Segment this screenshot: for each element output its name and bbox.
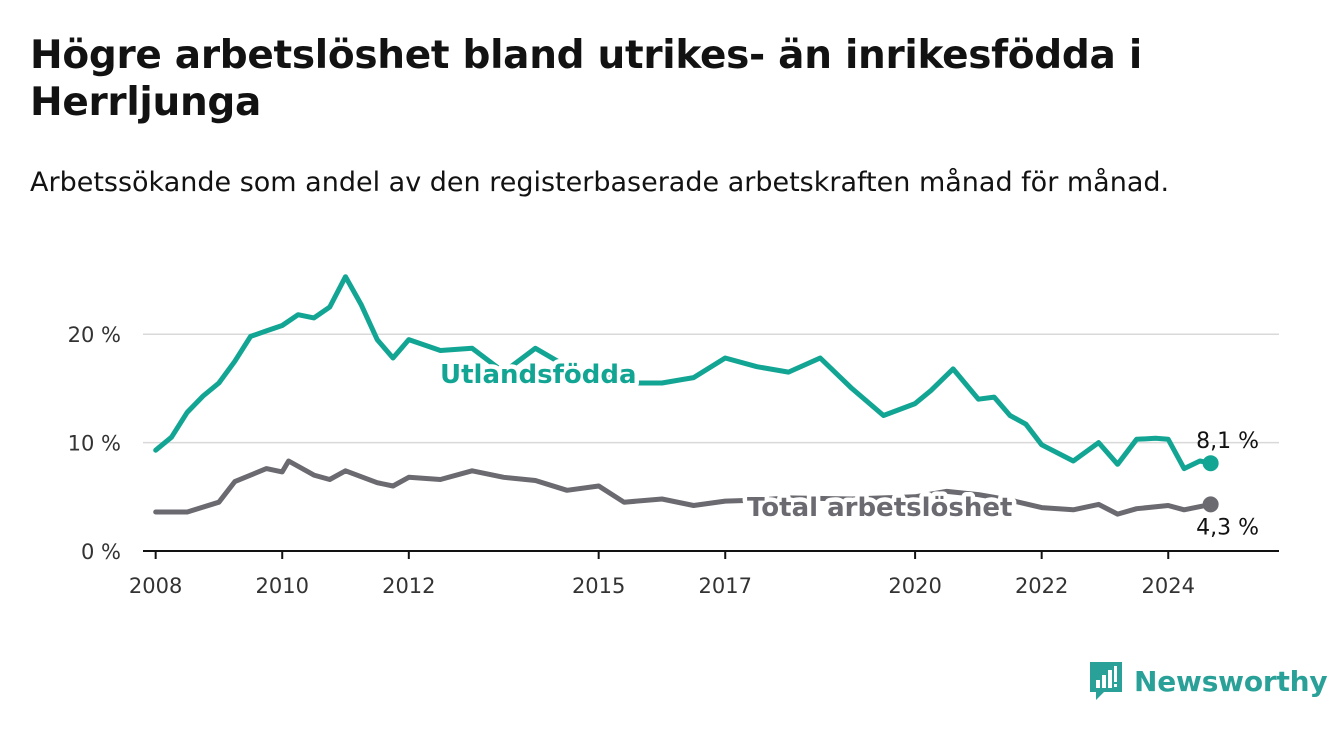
series-end-marker-total: [1202, 496, 1219, 513]
series-line-utlandsfodda: [153, 274, 1214, 472]
brand-name: Newsworthy: [1134, 664, 1328, 698]
series-end-value-label: 8,1 %: [1196, 429, 1259, 454]
chart-subtitle: Arbetssökande som andel av den registerb…: [30, 167, 1170, 198]
chart-title: Högre arbetslöshet bland utrikes- än inr…: [30, 33, 1142, 125]
x-tick-label: 2008: [129, 574, 182, 598]
y-tick-label: 20 %: [68, 323, 121, 347]
series-end-value-label: 4,3 %: [1196, 515, 1259, 540]
brand-logo: Newsworthy: [1088, 660, 1328, 702]
series-name-label: Utlandsfödda: [440, 360, 637, 390]
x-tick-label: 2022: [1015, 574, 1068, 598]
bar-chart-logo-icon: [1090, 662, 1122, 700]
y-tick-label: 0 %: [81, 540, 121, 564]
series-end-marker-utlandsfodda: [1202, 455, 1219, 472]
series-name-label: Total arbetslöshet: [747, 493, 1012, 523]
x-tick-label: 2020: [888, 574, 941, 598]
x-tick-label: 2015: [572, 574, 625, 598]
y-tick-label: 10 %: [68, 432, 121, 456]
x-tick-label: 2010: [256, 574, 309, 598]
series-line-total: [153, 458, 1214, 517]
x-tick-label: 2024: [1142, 574, 1195, 598]
x-tick-label: 2012: [382, 574, 435, 598]
x-tick-label: 2017: [699, 574, 752, 598]
